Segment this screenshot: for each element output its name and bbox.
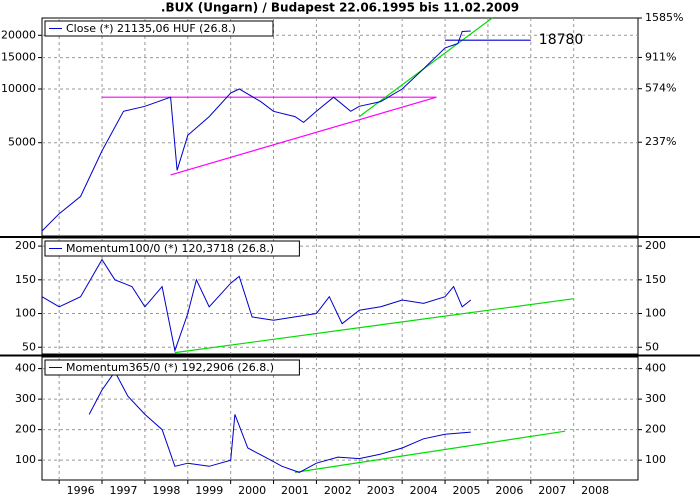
y-tick-label-right: 100 <box>645 307 666 320</box>
x-tick-label: 2002 <box>324 484 352 497</box>
y-tick-label: 15000 <box>1 51 36 64</box>
y-tick-label: 200 <box>15 423 36 436</box>
legend-box <box>44 359 300 376</box>
y-tick-label: 5000 <box>8 136 36 149</box>
y2-tick-label: 1585% <box>645 11 683 24</box>
y2-tick-label: 574% <box>645 82 676 95</box>
chart-title: .BUX (Ungarn) / Budapest 22.06.1995 bis … <box>161 1 519 15</box>
y-tick-label: 20000 <box>1 28 36 41</box>
y-tick-label: 400 <box>15 362 36 375</box>
legend-label: Momentum100/0 (*) 120,3718 (26.8.) <box>66 242 274 255</box>
y-tick-label-right: 100 <box>645 453 666 466</box>
x-tick-label: 2001 <box>281 484 309 497</box>
panel-frame <box>41 237 639 355</box>
y-tick-label-right: 150 <box>645 273 666 286</box>
x-tick-label: 2003 <box>367 484 395 497</box>
y-tick-label: 150 <box>15 273 36 286</box>
x-tick-label: 2006 <box>495 484 523 497</box>
y-tick-label: 10000 <box>1 82 36 95</box>
x-tick-label: 1997 <box>109 484 137 497</box>
y-tick-label-right: 300 <box>645 392 666 405</box>
x-tick-label: 2004 <box>410 484 438 497</box>
y2-tick-label: 911% <box>645 50 676 63</box>
y-tick-label: 300 <box>15 392 36 405</box>
panel-frame <box>41 17 639 237</box>
trendline <box>358 17 493 118</box>
legend-label: Momentum365/0 (*) 192,2906 (26.8.) <box>66 361 274 374</box>
y-tick-label-right: 200 <box>645 423 666 436</box>
x-tick-label: 2000 <box>238 484 266 497</box>
series-line <box>88 370 471 473</box>
y2-tick-label: 237% <box>645 135 676 148</box>
x-tick-label: 1996 <box>67 484 95 497</box>
x-tick-label: 2005 <box>452 484 480 497</box>
y-tick-label-right: 200 <box>645 239 666 252</box>
x-tick-label: 2007 <box>538 484 566 497</box>
x-tick-label: 2008 <box>581 484 609 497</box>
x-tick-label: 1998 <box>152 484 180 497</box>
annotation-label: 18780 <box>539 32 584 48</box>
legend-label: Close (*) 21135,06 HUF (26.8.) <box>66 22 236 35</box>
trendline <box>294 430 566 473</box>
y-tick-label-right: 400 <box>645 362 666 375</box>
legend-box <box>44 20 274 37</box>
trendline <box>170 96 437 176</box>
series-line <box>41 30 471 232</box>
x-tick-label: 1999 <box>195 484 223 497</box>
series-line <box>41 258 472 353</box>
y-tick-label: 100 <box>15 453 36 466</box>
y-tick-label: 50 <box>22 340 36 353</box>
legend-box <box>44 240 300 257</box>
y-tick-label: 100 <box>15 307 36 320</box>
panel-frame <box>41 356 639 481</box>
trendline <box>174 298 574 354</box>
y-tick-label-right: 50 <box>645 340 659 353</box>
y-tick-label: 200 <box>15 239 36 252</box>
